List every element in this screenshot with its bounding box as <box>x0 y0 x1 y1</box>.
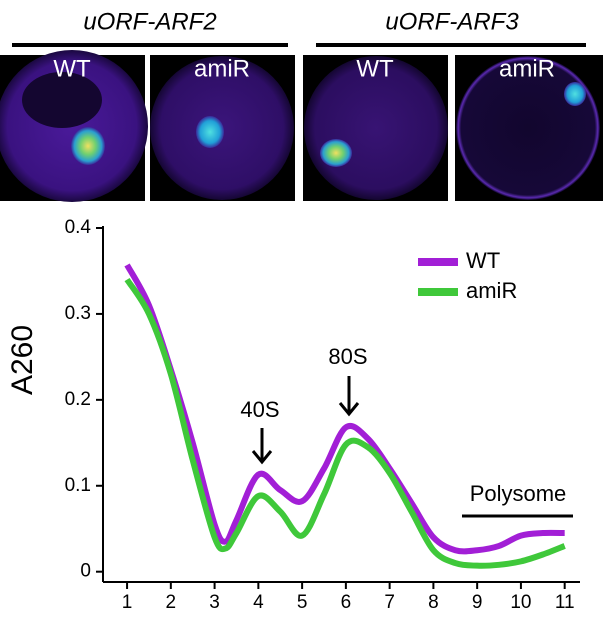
x-tick-label: 10 <box>510 592 531 613</box>
y-axis-label: A260 <box>6 325 39 395</box>
y-tick-label: 0.4 <box>65 217 92 238</box>
group-title: uORF-ARF2 <box>83 8 216 35</box>
plot: 0 0.1 0.2 0.3 0.4 1 2 3 4 5 6 7 8 9 10 11 WT amiR 40S 80S Po… <box>65 217 580 613</box>
x-tick-label: 7 <box>384 592 395 613</box>
line <box>124 277 566 569</box>
legend-label: WT <box>466 248 500 273</box>
vacuole <box>22 72 102 128</box>
line <box>124 263 565 555</box>
x-tick-label: 5 <box>297 592 308 613</box>
nucleus <box>196 116 224 148</box>
y-tick-label: 0.1 <box>65 475 91 496</box>
x-tick-label: 8 <box>428 592 439 613</box>
nucleus <box>564 82 586 106</box>
x-tick-label: 2 <box>166 592 177 613</box>
legend-label: amiR <box>466 278 517 303</box>
nucleus <box>71 127 105 165</box>
panel-label: amiR <box>499 55 555 82</box>
panel-headers: uORF-ARF2 uORF-ARF3 <box>12 8 586 47</box>
x-tick-label: 11 <box>555 592 575 613</box>
cell <box>456 56 600 200</box>
arrow-head <box>338 402 360 417</box>
x-tick-label: 4 <box>253 592 264 613</box>
x-tick-label: 1 <box>122 592 133 613</box>
y-tick-label: 0.3 <box>65 303 91 324</box>
annotation: 80S <box>328 344 367 369</box>
y-tick-label: 0 <box>80 561 91 582</box>
annotation: 40S <box>240 397 279 422</box>
x-tick-label: 6 <box>341 592 352 613</box>
panel-label: WT <box>356 55 394 82</box>
nucleus <box>320 139 352 167</box>
panel-label: WT <box>53 55 91 82</box>
group-title: uORF-ARF3 <box>385 8 519 35</box>
annotation: Polysome <box>470 481 567 506</box>
x-tick-label: 3 <box>209 592 220 613</box>
arrow-head <box>251 450 273 465</box>
micrographs: WT amiR WT amiR <box>0 50 603 202</box>
x-tick-label: 9 <box>472 592 483 613</box>
y-tick-label: 0.2 <box>65 389 91 410</box>
panel-label: amiR <box>194 55 250 82</box>
